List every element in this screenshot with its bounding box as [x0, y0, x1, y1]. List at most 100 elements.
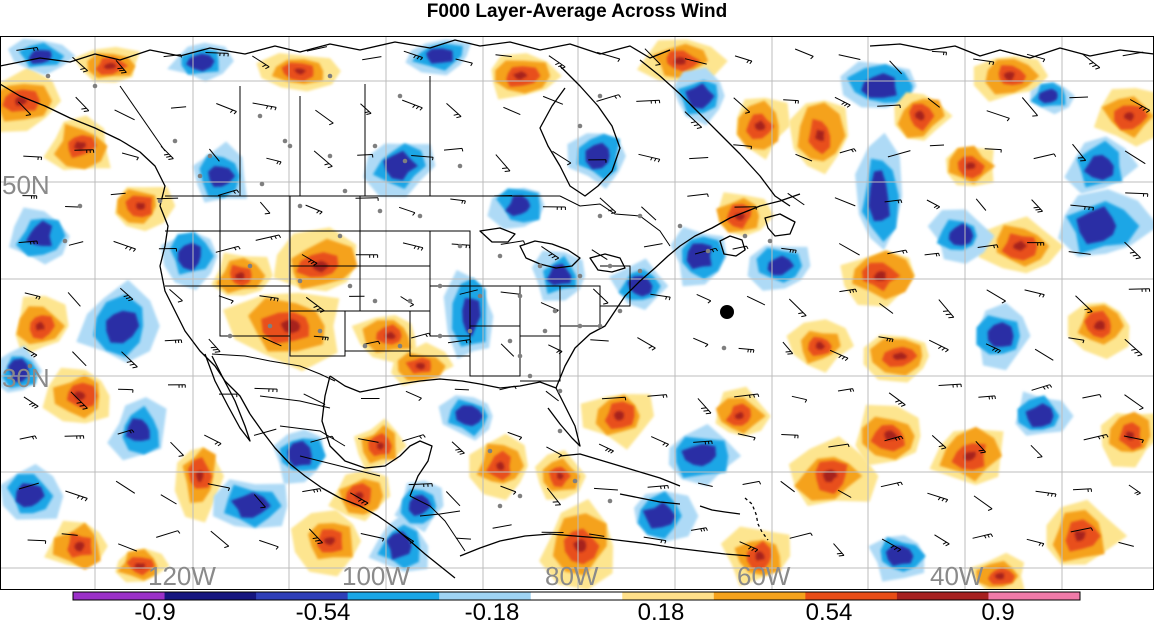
filled-circle-marker: [720, 305, 734, 319]
wind-barb-flag: [948, 317, 953, 318]
wind-barb-flag: [661, 486, 662, 489]
wind-barb-flag: [787, 354, 792, 355]
wind-barb-flag: [121, 72, 126, 73]
station-dot: [598, 324, 603, 329]
lon-label-120w: 120W: [148, 561, 216, 590]
colorbar-swatch: [897, 592, 989, 600]
map-canvas: 50N 30N 120W 100W 80W 60W 40W: [0, 36, 1154, 590]
wind-barb-flag: [328, 337, 329, 340]
station-dot: [343, 189, 348, 194]
colorbar-swatch: [531, 592, 623, 600]
wind-barb-flag: [751, 350, 752, 353]
station-dot: [228, 334, 233, 339]
station-dot: [488, 449, 493, 454]
wind-barb-flag: [706, 413, 711, 414]
wind-barb: [455, 389, 469, 390]
station-dot: [208, 154, 213, 159]
colorbar-tick-label: -0.54: [296, 599, 351, 622]
contour-blob: [426, 49, 453, 64]
station-dot: [706, 249, 711, 254]
wind-barb-flag: [979, 450, 984, 451]
station-dot: [438, 284, 443, 289]
station-dot: [328, 154, 333, 159]
wind-barb-flag: [663, 395, 664, 398]
colorbar-swatch: [348, 592, 440, 600]
wind-barb-flag: [34, 241, 35, 244]
wind-barb-flag: [462, 148, 463, 151]
station-dot: [258, 114, 263, 119]
station-dot: [373, 299, 378, 304]
colorbar-tick-label: -0.18: [465, 599, 520, 622]
station-dot: [722, 346, 727, 351]
wind-barb-flag: [995, 396, 996, 399]
station-dot: [338, 234, 343, 239]
wind-barb-flag: [705, 442, 706, 445]
station-dot: [528, 374, 533, 379]
wind-barb-flag: [215, 352, 220, 353]
wind-barb: [930, 145, 944, 146]
station-dot: [518, 494, 523, 499]
wind-barb: [356, 198, 379, 199]
wind-barb-flag: [701, 408, 706, 409]
lat-label-50n: 50N: [2, 170, 50, 200]
station-dot: [408, 299, 413, 304]
wind-barb-flag: [117, 68, 122, 69]
station-dot: [348, 284, 353, 289]
station-dot: [618, 309, 623, 314]
map-panel: 50N 30N 120W 100W 80W 60W 40W: [0, 36, 1154, 590]
colorbar-tick-label: -0.9: [134, 599, 175, 622]
station-dot: [538, 264, 543, 269]
colorbar-tick-label: 0.54: [806, 599, 853, 622]
wind-barb: [65, 436, 84, 437]
colorbar-tick-label: 0.18: [638, 599, 685, 622]
station-dot: [578, 324, 583, 329]
station-dot: [608, 499, 613, 504]
station-dot: [318, 329, 323, 334]
station-dot: [288, 144, 293, 149]
station-dot: [558, 389, 563, 394]
wind-barb-flag: [505, 171, 510, 172]
station-dot: [363, 344, 368, 349]
wind-barb-flag: [502, 168, 507, 169]
lon-label-60w: 60W: [737, 561, 791, 590]
station-dot: [468, 329, 473, 334]
station-dot: [93, 84, 98, 89]
wind-barb-flag: [469, 245, 470, 248]
colorbar-swatch: [714, 592, 806, 600]
station-dot: [458, 244, 463, 249]
wind-barb-flag: [837, 553, 842, 554]
lon-label-100w: 100W: [342, 561, 410, 590]
lon-label-80w: 80W: [545, 561, 599, 590]
wind-barb-flag: [751, 146, 752, 149]
station-dot: [438, 334, 443, 339]
station-dot: [248, 264, 253, 269]
station-dot: [46, 74, 51, 79]
wind-barb-flag: [1089, 207, 1090, 210]
station-dot: [418, 214, 423, 219]
wind-barb-flag: [323, 337, 324, 340]
wind-barb-flag: [748, 349, 749, 352]
station-dot: [498, 504, 503, 509]
station-dot: [198, 174, 203, 179]
wind-barb-flag: [704, 411, 709, 412]
colorbar-swatches: [73, 592, 1081, 600]
wind-barb-flag: [786, 352, 791, 353]
station-dot: [578, 274, 583, 279]
wind-barb-flag: [1093, 207, 1094, 210]
wind-barb-flag: [30, 242, 31, 245]
wind-barb-flag: [213, 349, 218, 350]
station-dot: [458, 164, 463, 169]
station-dot: [638, 269, 643, 274]
station-dot: [608, 264, 613, 269]
wind-barb-flag: [37, 241, 38, 244]
station-dot: [478, 294, 483, 299]
wind-barb-flag: [712, 441, 713, 444]
colorbar-tick-label: 0.9: [981, 599, 1014, 622]
station-dot: [78, 204, 83, 209]
colorbar-canvas: -0.9 -0.54 -0.18 0.18 0.54 0.9: [0, 589, 1154, 622]
station-dot: [638, 214, 643, 219]
wind-barb-flag: [666, 395, 667, 398]
station-dot: [373, 144, 378, 149]
lat-label-30n: 30N: [2, 363, 50, 393]
station-dot: [558, 429, 563, 434]
